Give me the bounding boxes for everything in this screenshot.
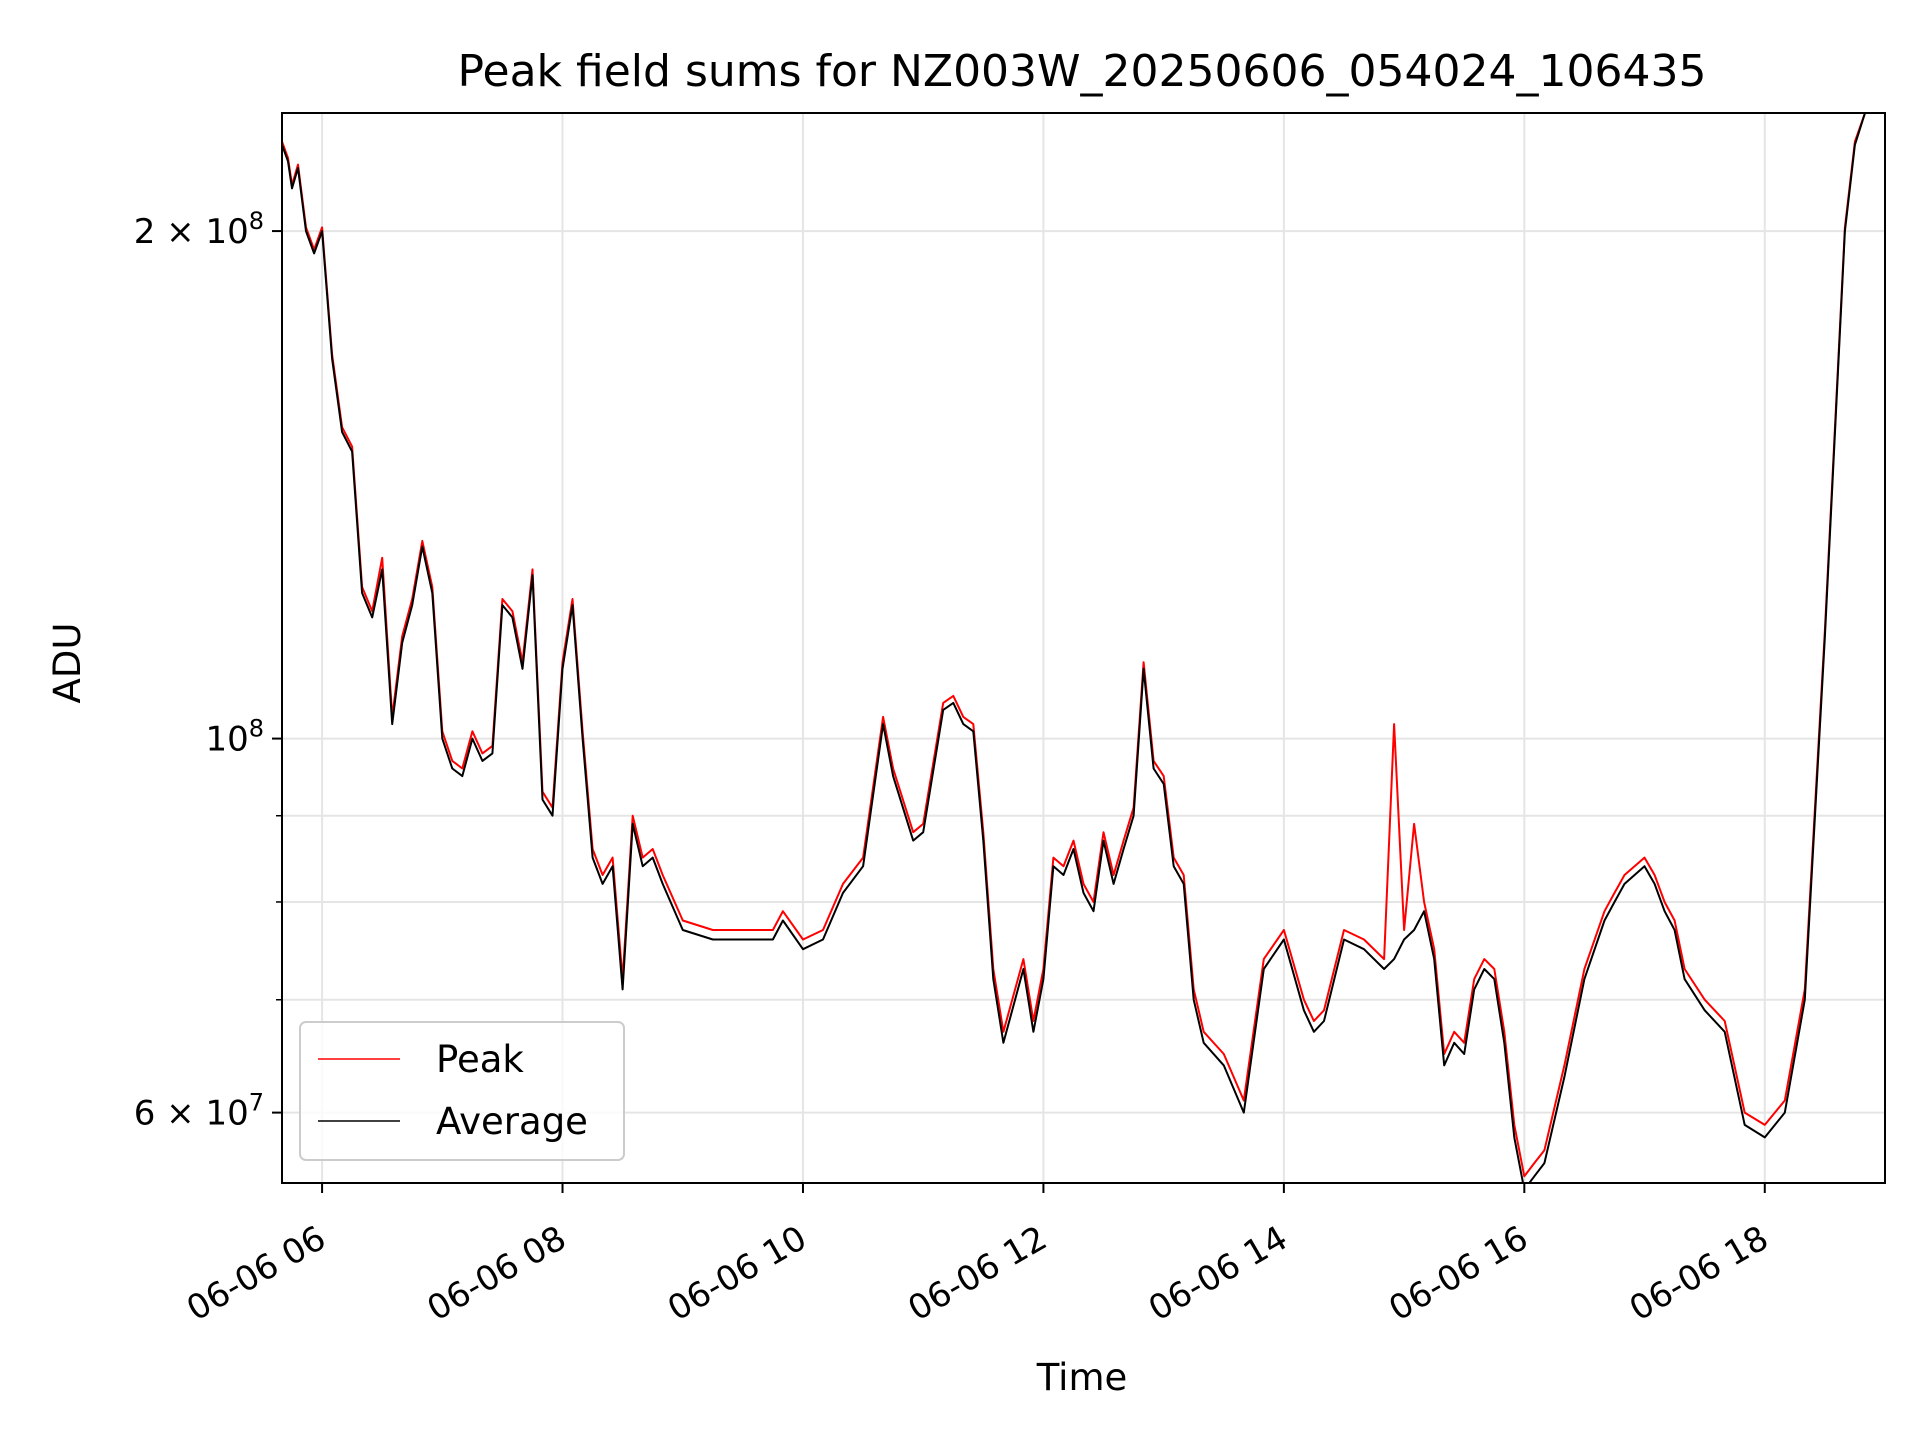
x-axis-label: Time: [1036, 1356, 1128, 1399]
grid: [282, 113, 1885, 1183]
plot-frame: [281, 112, 1886, 1184]
y-tick-label: 2 × 108: [134, 207, 264, 252]
series-line-average: [282, 113, 1866, 1183]
legend-box: [299, 1021, 625, 1161]
legend: Peak Average: [299, 1021, 625, 1161]
legend-label-average: Average: [436, 1100, 588, 1143]
y-tick-label: 108: [205, 715, 264, 760]
y-tick-label: 6 × 107: [134, 1089, 264, 1134]
chart-title: Peak field sums for NZ003W_20250606_0540…: [458, 46, 1707, 97]
legend-label-peak: Peak: [436, 1038, 524, 1081]
plot-lines: [282, 113, 1866, 1183]
series-line-peak: [282, 113, 1866, 1178]
y-axis-label: ADU: [46, 623, 89, 704]
